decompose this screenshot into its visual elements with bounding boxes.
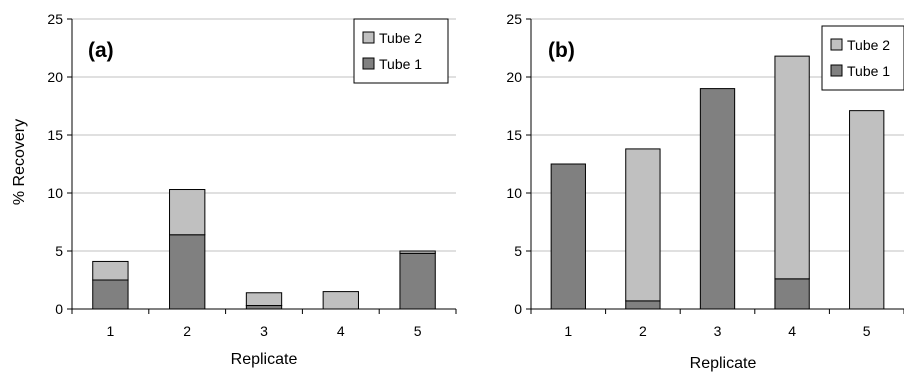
bar-tube1-b	[774, 278, 810, 310]
bar-tube2-b	[849, 110, 885, 310]
x-axis-title-b: Replicate	[690, 355, 757, 372]
x-tick-label-b: 5	[863, 323, 871, 339]
legend-swatch-b	[830, 38, 843, 51]
bar-tube2-a	[245, 292, 283, 307]
y-axis-title-a: % Recovery	[11, 119, 28, 205]
y-tick-label-a: 0	[55, 301, 63, 317]
bar-tube1-b	[699, 88, 736, 310]
legend-label-b: Tube 2	[847, 37, 890, 53]
bar-tube2-a	[322, 291, 359, 310]
bar-tube2-a	[399, 250, 436, 254]
y-tick-label-a: 10	[47, 185, 63, 201]
legend-swatch-b	[830, 64, 843, 77]
bar-tube1-b	[550, 163, 586, 310]
x-tick-label-a: 1	[107, 323, 115, 339]
bar-tube1-a	[92, 279, 129, 310]
x-tick-label-a: 4	[337, 323, 345, 339]
y-tick-label-b: 10	[506, 185, 522, 201]
y-tick-label-b: 25	[506, 11, 522, 27]
panel-label-a: (a)	[88, 39, 114, 62]
y-tick-label-b: 0	[514, 301, 522, 317]
bar-tube1-a	[245, 305, 283, 310]
y-tick-label-b: 20	[506, 69, 522, 85]
legend-label-a: Tube 2	[379, 30, 422, 46]
x-tick-label-a: 5	[414, 323, 422, 339]
chart-panel-b: (b) Replicate 0 5 10 15 20 25 1 2 3 4 5 Tube 2 Tube …	[506, 11, 904, 372]
bar-tube1-a	[399, 252, 436, 310]
bar-tube1-b	[625, 300, 661, 310]
y-tick-label-b: 5	[514, 243, 522, 259]
y-tick-label-b: 15	[506, 127, 522, 143]
x-tick-label-a: 2	[183, 323, 191, 339]
legend-label-b: Tube 1	[847, 63, 890, 79]
x-tick-label-b: 2	[639, 323, 647, 339]
bar-tube2-b	[625, 148, 661, 302]
x-tick-label-b: 3	[714, 323, 722, 339]
panel-label-b: (b)	[548, 39, 575, 62]
legend-box-a	[353, 18, 449, 84]
legend-box-b	[821, 25, 904, 91]
x-tick-label-b: 1	[564, 323, 572, 339]
bar-tube2-a	[92, 260, 129, 281]
y-tick-label-a: 25	[47, 11, 63, 27]
bar-tube2-b	[774, 55, 810, 280]
chart-panel-a: (a) Replicate 0 5 10 15 20 25 1 2 3 4 5 Tube 2 Tube …	[47, 11, 457, 368]
bar-tube1-a	[169, 234, 206, 310]
legend-swatch-a	[362, 57, 375, 70]
x-axis-title-a: Replicate	[231, 351, 298, 368]
y-tick-label-a: 20	[47, 69, 63, 85]
legend-swatch-a	[362, 31, 375, 44]
y-tick-label-a: 5	[55, 243, 63, 259]
x-tick-label-a: 3	[260, 323, 268, 339]
y-tick-label-a: 15	[47, 127, 63, 143]
legend-label-a: Tube 1	[379, 56, 422, 72]
x-tick-label-b: 4	[788, 323, 796, 339]
bar-tube2-a	[169, 189, 206, 236]
